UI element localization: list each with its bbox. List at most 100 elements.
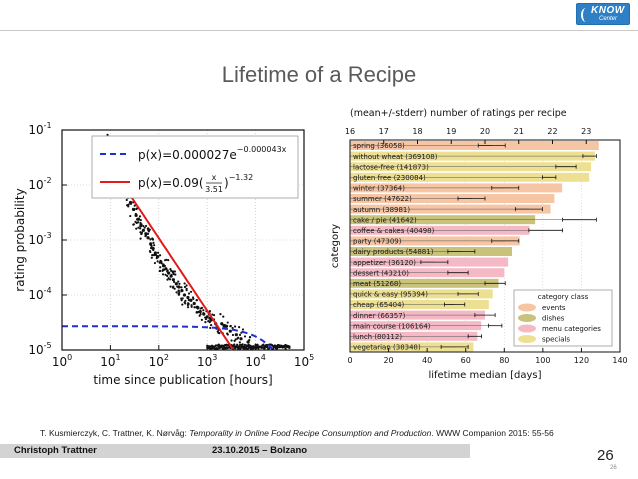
- legend-swatch: [518, 335, 536, 343]
- data-point: [192, 297, 195, 301]
- data-point: [174, 282, 178, 286]
- data-point: [158, 261, 161, 264]
- data-point: [166, 270, 169, 273]
- data-point: [205, 315, 209, 319]
- data-point: [228, 329, 232, 333]
- right-top-tick-label: 16: [345, 127, 355, 136]
- citation: T. Kusmierczyk, C. Trattner, K. Nørvåg: …: [40, 428, 554, 438]
- data-point: [177, 289, 180, 292]
- bar-label: autumn (38981): [353, 206, 410, 214]
- data-point: [231, 326, 234, 330]
- data-point: [148, 228, 151, 231]
- data-point: [147, 227, 150, 230]
- data-point: [150, 256, 153, 259]
- left-y-tick-label: 10-1: [28, 121, 51, 137]
- data-point: [222, 323, 225, 327]
- bar-label: gluten free (230084): [353, 174, 426, 182]
- left-y-tick-label: 10-2: [28, 176, 51, 192]
- data-point: [234, 338, 237, 341]
- bar-label: dinner (66357): [353, 312, 406, 320]
- data-point: [219, 313, 222, 316]
- logo-subtext: Center: [599, 16, 618, 22]
- rating-probability-plot: 100 101 102 103 104 105 10-1 10-2 10-3 10-4 10-5 p…: [13, 118, 314, 398]
- legend-label: events: [542, 304, 566, 312]
- data-point: [167, 259, 170, 262]
- data-point: [207, 319, 210, 323]
- data-point: [209, 326, 212, 330]
- data-point: [165, 258, 168, 261]
- data-point: [171, 271, 175, 274]
- data-point: [171, 278, 175, 282]
- data-point: [177, 280, 180, 283]
- data-point: [242, 345, 246, 348]
- data-point: [159, 260, 163, 263]
- data-point: [136, 218, 139, 221]
- data-point: [152, 247, 155, 250]
- data-point: [162, 263, 165, 266]
- data-point: [229, 324, 232, 328]
- category-lifetime-chart: (mean+/-stderr) number of ratings per re…: [328, 104, 628, 394]
- data-point: [181, 303, 184, 306]
- data-point: [153, 251, 157, 255]
- data-point: [184, 299, 187, 302]
- data-point: [236, 343, 239, 346]
- data-point: [135, 221, 138, 225]
- data-point: [158, 254, 162, 257]
- data-point: [238, 345, 241, 348]
- data-point: [149, 243, 152, 247]
- legend-fraction-num: x: [212, 173, 217, 182]
- data-point: [146, 232, 150, 235]
- data-point: [125, 198, 128, 202]
- right-x-tick-label: 100: [535, 356, 550, 365]
- data-point: [156, 251, 160, 254]
- data-point: [175, 291, 178, 294]
- data-point: [210, 324, 213, 327]
- data-point: [192, 302, 196, 305]
- legend-label: specials: [542, 336, 570, 344]
- data-point: [164, 273, 167, 276]
- bar-label: dairy products (54881): [353, 248, 434, 256]
- bar-label: vegetarian (38348): [353, 344, 421, 352]
- data-point: [202, 312, 205, 315]
- data-point: [257, 347, 260, 350]
- rating-probability-chart: 100 101 102 103 104 105 10-1 10-2 10-3 10-4 10-5 p…: [13, 118, 314, 398]
- data-point: [216, 347, 219, 350]
- data-point: [151, 254, 154, 257]
- data-point: [178, 293, 181, 296]
- legend-label: dishes: [542, 315, 565, 323]
- data-point: [262, 343, 265, 346]
- data-point: [233, 343, 236, 346]
- data-point: [189, 298, 192, 301]
- bar-label: meat (51268): [353, 280, 401, 288]
- data-point: [165, 267, 168, 271]
- data-point: [266, 345, 269, 349]
- data-point: [144, 224, 148, 228]
- logo-text: KNOW: [591, 5, 625, 16]
- data-point: [234, 325, 237, 328]
- data-point: [129, 214, 132, 218]
- data-point: [148, 249, 152, 253]
- bar-label: without wheat (369108): [353, 153, 438, 161]
- legend-swatch: [518, 303, 536, 312]
- left-x-tick-label: 100: [52, 353, 72, 369]
- data-point: [226, 321, 229, 324]
- data-point: [106, 133, 109, 137]
- header-rule: [0, 30, 638, 31]
- data-point: [153, 253, 156, 256]
- left-legend-box: [91, 135, 299, 199]
- bar-label: cheap (65404): [353, 301, 405, 309]
- left-y-tick-label: 10-5: [28, 341, 51, 357]
- data-point: [142, 224, 145, 228]
- data-point: [182, 293, 187, 297]
- left-x-tick-label: 103: [197, 353, 217, 369]
- citation-title: Temporality in Online Food Recipe Consum…: [189, 428, 432, 438]
- data-point: [222, 315, 225, 318]
- data-point: [237, 336, 240, 339]
- footer-author: Christoph Trattner: [14, 445, 97, 456]
- data-point: [137, 226, 140, 229]
- bar-label: party (47309): [353, 238, 402, 246]
- category-lifetime-plot: (mean+/-stderr) number of ratings per re…: [328, 104, 628, 394]
- data-point: [160, 262, 163, 265]
- data-point: [237, 347, 240, 350]
- data-point: [180, 286, 183, 289]
